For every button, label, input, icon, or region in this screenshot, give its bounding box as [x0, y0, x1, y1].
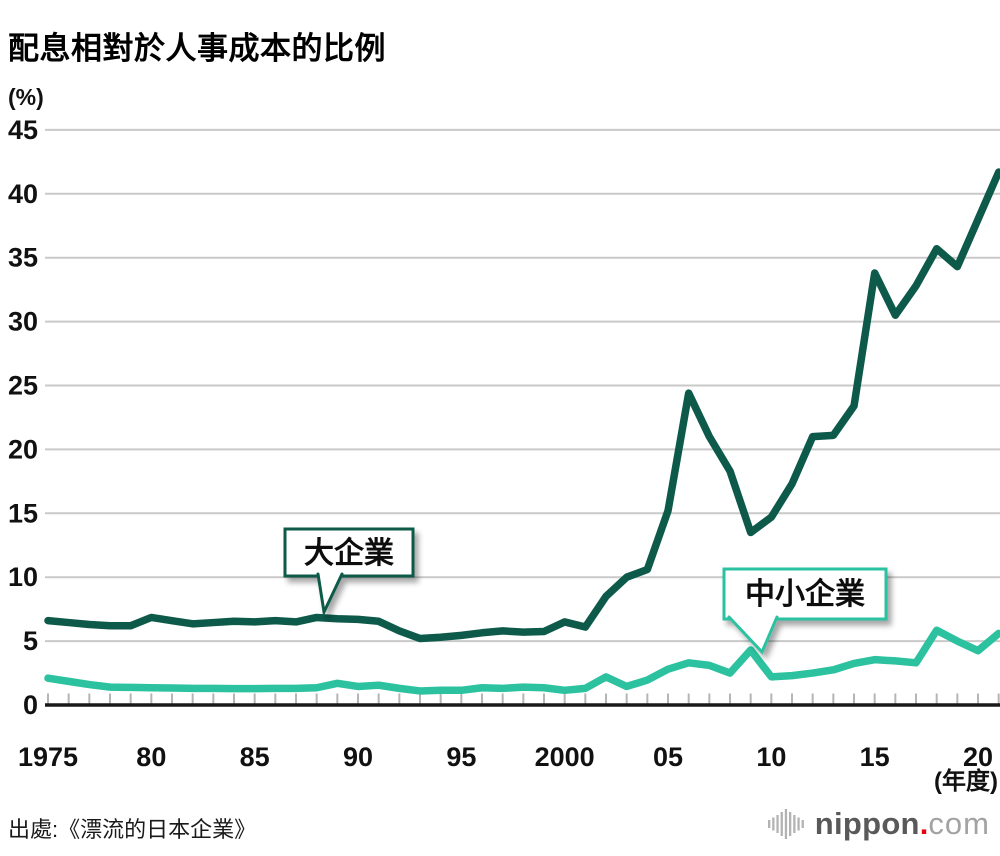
x-tick-label: 05 [653, 742, 683, 772]
y-tick-label: 40 [8, 179, 38, 209]
callout-box [283, 527, 415, 578]
x-tick-label: 95 [446, 742, 476, 772]
x-tick-label: 10 [756, 742, 786, 772]
callout-large-enterprises: 大企業 [283, 527, 415, 618]
x-tick-label: 85 [240, 742, 270, 772]
logo-bar [780, 812, 783, 836]
callout-tail [316, 572, 344, 618]
y-tick-label: 20 [8, 434, 38, 464]
logo-word: nippon [814, 806, 920, 841]
y-tick-label: 10 [8, 562, 38, 592]
callout-tail-fill [318, 573, 342, 612]
logo-bar [801, 820, 804, 828]
y-tick-label: 15 [8, 498, 38, 528]
logo-text: nippon.com [815, 806, 990, 842]
logo-bar [776, 815, 779, 833]
y-tick-label: 30 [8, 307, 38, 337]
logo-bar [788, 812, 792, 836]
line-large [44, 168, 1000, 643]
logo-bar [784, 809, 787, 839]
logo-dot: . [919, 806, 929, 841]
x-tick-label: 20 [963, 742, 993, 772]
x-tick-label: 15 [860, 742, 890, 772]
source-credit: 出處:《漂流的日本企業》 [8, 817, 257, 842]
logo-bar [767, 820, 771, 828]
x-tick-label: 1975 [18, 742, 78, 772]
y-tick-label: 45 [8, 115, 38, 145]
callout-label-sme: 中小企業 [745, 577, 865, 611]
callout-label-large: 大企業 [304, 536, 394, 570]
page-title: 配息相對於人事成本的比例 [8, 30, 386, 66]
logo-bar [792, 815, 796, 833]
x-axis-unit-label: (年度) [934, 767, 998, 795]
line-sme [44, 626, 1000, 695]
logo-bar [771, 817, 775, 831]
y-tick-label: 35 [8, 243, 38, 273]
logo-bar [797, 817, 800, 831]
x-tick-label: 80 [136, 742, 166, 772]
y-tick-label: 0 [23, 690, 38, 720]
y-axis-unit-label: (%) [8, 84, 44, 110]
y-tick-label: 25 [8, 371, 38, 401]
callout-tail [727, 615, 779, 655]
callout-sme: 中小企業 [722, 567, 888, 655]
logo-tld: com [928, 806, 990, 841]
y-tick-label: 5 [23, 626, 38, 656]
x-tick-label: 90 [343, 742, 373, 772]
soundwave-bars-icon [767, 809, 804, 839]
nippon-com-logo: nippon.com [766, 806, 990, 842]
callout-box [722, 567, 888, 621]
x-tick-label: 2000 [535, 742, 595, 772]
